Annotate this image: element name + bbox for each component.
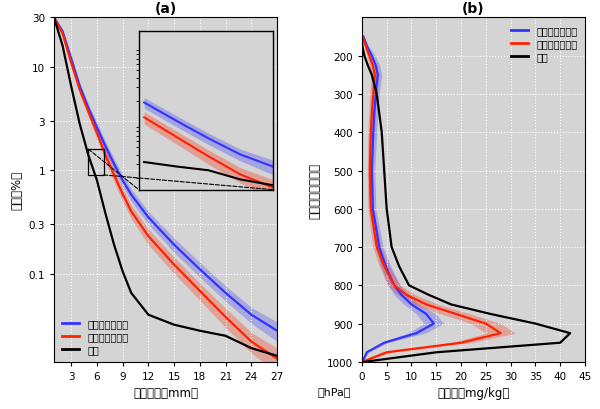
Legend: 対流活発モデル, 対流抑制モデル, 観測: 対流活発モデル, 対流抑制モデル, 観測 [59,316,131,357]
Bar [88,150,104,175]
Title: (a): (a) [154,2,176,16]
Y-axis label: 頻度（%）: 頻度（%） [10,171,23,210]
X-axis label: 雲水量（mg/kg）: 雲水量（mg/kg） [437,387,509,400]
Y-axis label: 気圧：高度を表す: 気圧：高度を表す [308,162,321,218]
X-axis label: 日降水量（mm）: 日降水量（mm） [133,387,198,400]
Title: (b): (b) [462,2,485,16]
Text: （hPa）: （hPa） [317,386,351,396]
Legend: 対流活発モデル, 対流抑制モデル, 観測: 対流活発モデル, 対流抑制モデル, 観測 [508,23,580,65]
